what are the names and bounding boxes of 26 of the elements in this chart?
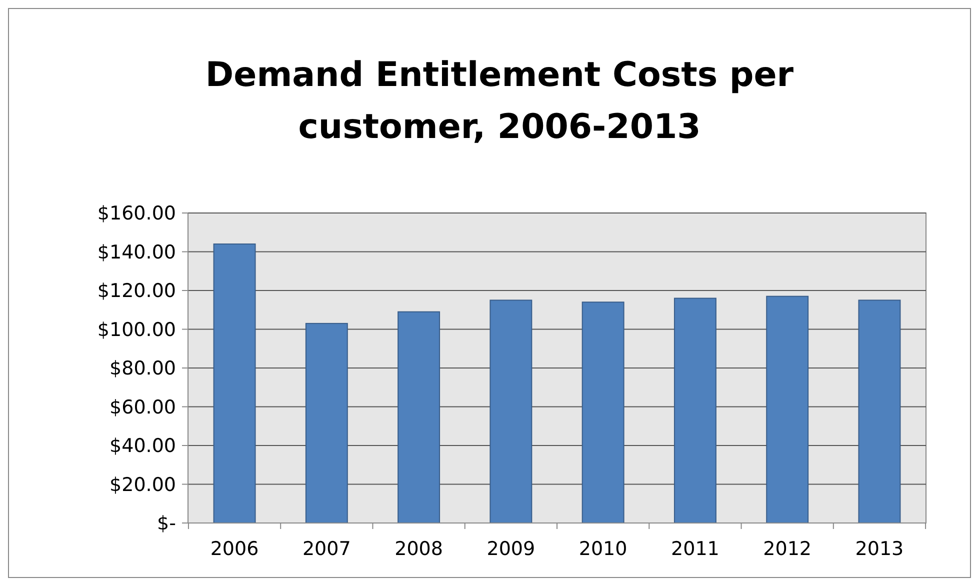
y-tick-label: $140.00 [97, 241, 176, 264]
y-tick-label: $- [157, 512, 176, 535]
bar [766, 296, 809, 524]
chart-title: Demand Entitlement Costs per customer, 2006-2013 [205, 55, 794, 147]
bar [305, 322, 348, 524]
x-tick-label: 2006 [210, 538, 259, 560]
x-tick-label: 2010 [578, 538, 628, 560]
bar [858, 300, 901, 524]
x-tick-label: 2007 [302, 538, 351, 560]
y-tick-label: $120.00 [97, 280, 176, 302]
x-tick-label: 2013 [855, 538, 904, 560]
x-tick-label: 2009 [486, 538, 536, 560]
bar [213, 244, 256, 524]
bar [490, 300, 532, 524]
y-tick-label: $80.00 [110, 358, 176, 380]
x-tick-label: 2012 [763, 538, 812, 560]
bar [398, 311, 440, 524]
y-tick-label: $100.00 [97, 318, 176, 341]
x-tick-label: 2008 [394, 538, 443, 560]
bar [674, 298, 716, 524]
y-tick-label: $40.00 [110, 435, 176, 458]
y-tick-label: $20.00 [110, 474, 176, 496]
bar [582, 302, 624, 524]
y-tick-label: $60.00 [110, 396, 176, 418]
x-tick-label: 2011 [671, 538, 720, 560]
y-tick-label: $160.00 [97, 202, 176, 225]
